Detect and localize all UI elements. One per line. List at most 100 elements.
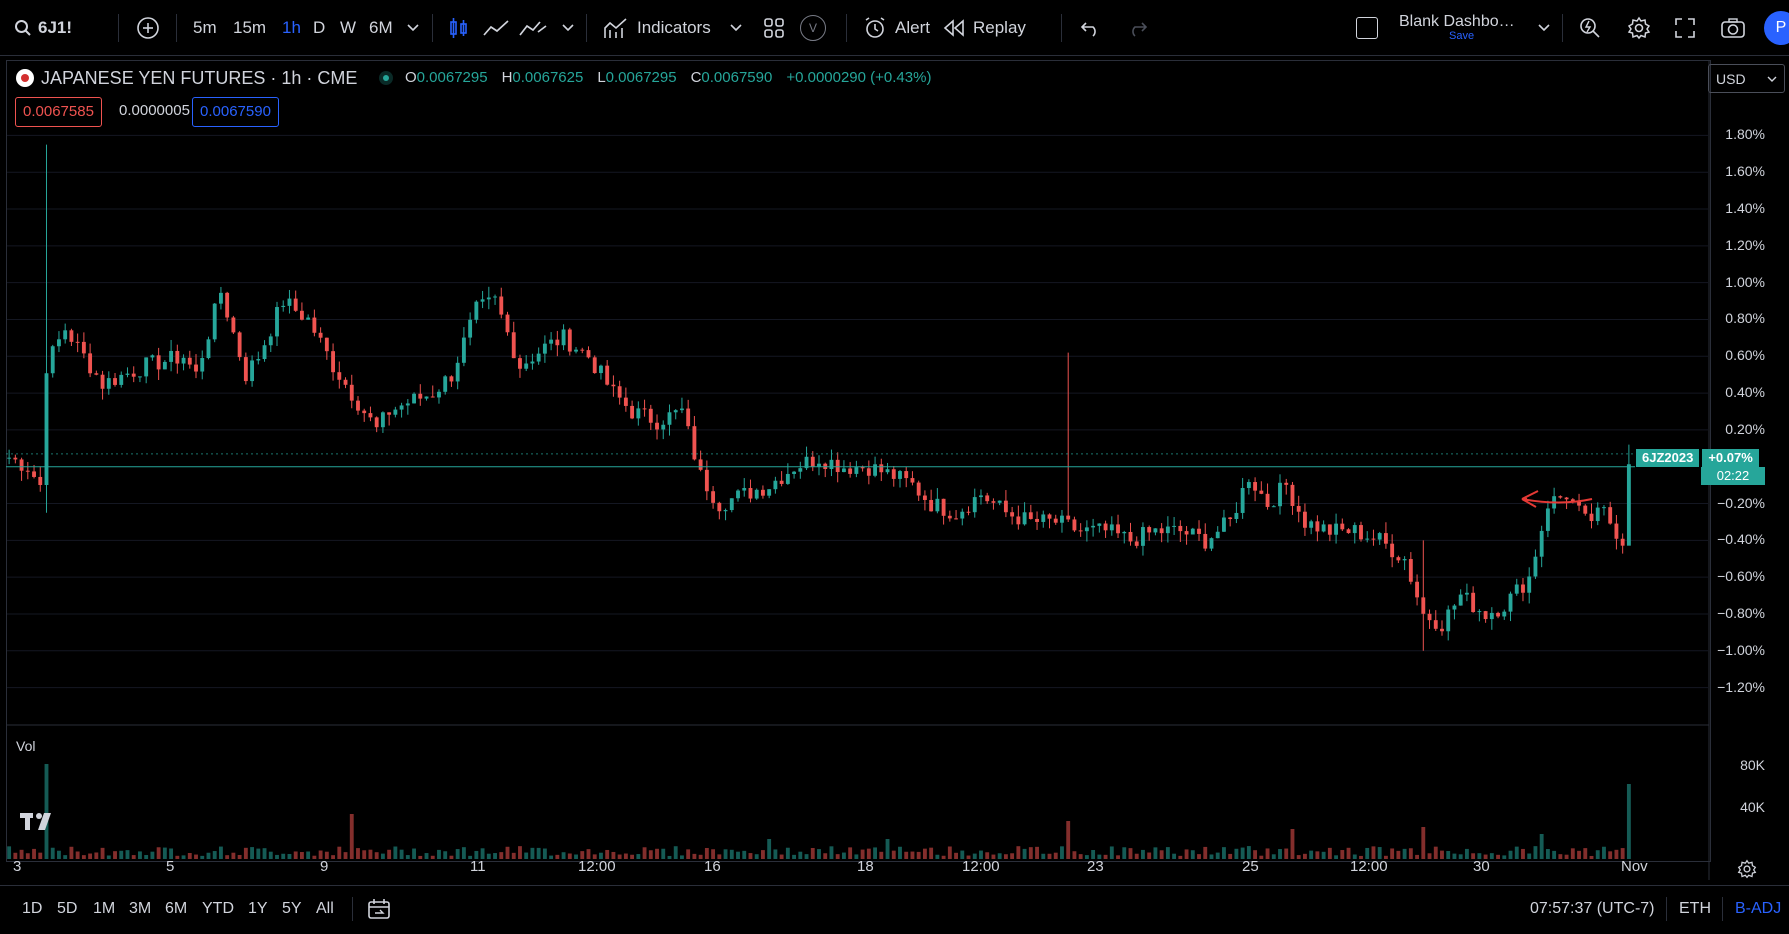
candle — [324, 337, 329, 352]
candle — [636, 408, 641, 419]
candle — [1452, 605, 1457, 610]
candle — [1109, 524, 1114, 531]
layout-checkbox[interactable] — [1356, 0, 1378, 55]
last-price-marker[interactable]: 6JZ2023 +0.07% — [1636, 449, 1759, 467]
japan-flag-icon — [16, 69, 34, 87]
dashboard-name-button[interactable]: Blank Dashbo… Save — [1399, 0, 1515, 55]
currency-select[interactable]: USD — [1708, 64, 1785, 93]
candle — [1265, 493, 1270, 507]
volume-bar — [81, 855, 86, 859]
symbol-title: JAPANESE YEN FUTURES · 1h · CME — [41, 67, 358, 88]
candle — [461, 337, 466, 363]
buy-price-button[interactable]: 0.0067590 — [192, 97, 279, 127]
red-arrow-annotation[interactable] — [1521, 490, 1593, 508]
volume-bar — [1608, 851, 1613, 859]
volume-label[interactable]: Vol — [16, 738, 36, 754]
replay-button[interactable]: Replay — [943, 0, 1026, 55]
candle — [1309, 521, 1314, 528]
candle — [1402, 559, 1407, 561]
range-1y[interactable]: 1Y — [248, 900, 268, 917]
range-1m[interactable]: 1M — [93, 900, 116, 917]
volume-bar — [1309, 850, 1314, 859]
undo-button[interactable] — [1080, 0, 1102, 55]
volume-bar — [387, 849, 392, 859]
candle — [63, 330, 68, 340]
interval-5m[interactable]: 5m — [193, 17, 217, 37]
chart-type-dropdown[interactable] — [562, 0, 574, 55]
interval-15m[interactable]: 15m — [233, 17, 267, 37]
candle — [1415, 581, 1420, 598]
range-3m[interactable]: 3M — [129, 900, 152, 917]
candle — [804, 456, 809, 469]
candle — [287, 298, 292, 306]
volume-bar — [1402, 848, 1407, 859]
volume-bar — [1172, 853, 1177, 859]
dashboard-dropdown[interactable] — [1538, 0, 1550, 55]
candles-type-button[interactable] — [448, 0, 470, 55]
range-5y[interactable]: 5Y — [282, 900, 302, 917]
compare-button[interactable] — [518, 0, 548, 55]
volume-bar — [1209, 854, 1214, 859]
candle — [75, 341, 80, 343]
layout-v-button[interactable]: V — [800, 0, 826, 55]
volume-bar — [38, 852, 43, 859]
add-symbol-button[interactable] — [136, 0, 160, 55]
volume-bar — [1496, 854, 1500, 859]
candle — [1589, 513, 1594, 522]
templates-button[interactable] — [763, 0, 785, 55]
indicators-dropdown[interactable] — [730, 0, 742, 55]
candle — [1066, 515, 1071, 520]
candle — [1359, 525, 1363, 540]
indicators-button[interactable]: Indicators — [604, 0, 711, 55]
chart-pane[interactable] — [6, 60, 1711, 862]
interval-w[interactable]: W — [340, 17, 357, 37]
countdown-label: 02:22 — [1701, 467, 1765, 485]
candle — [1614, 523, 1619, 539]
range-ytd[interactable]: YTD — [202, 900, 234, 917]
candle — [785, 473, 790, 484]
candle — [405, 403, 410, 406]
clock-display[interactable]: 07:57:37 (UTC-7) — [1530, 900, 1655, 917]
range-1d[interactable]: 1D — [22, 900, 43, 917]
interval-dropdown-button[interactable] — [407, 0, 419, 55]
volume-bar — [399, 849, 404, 859]
volume-bar — [792, 854, 797, 859]
sell-price-button[interactable]: 0.0067585 — [15, 97, 102, 127]
fullscreen-button[interactable] — [1674, 0, 1696, 55]
volume-bar — [13, 852, 18, 859]
profile-button[interactable]: P — [1764, 0, 1789, 55]
snapshot-button[interactable] — [1720, 0, 1746, 55]
symbol-legend[interactable]: JAPANESE YEN FUTURES · 1h · CME — [16, 67, 394, 89]
symbol-search[interactable]: 6J1! — [14, 0, 72, 55]
redo-button[interactable] — [1126, 0, 1148, 55]
candle — [592, 357, 597, 374]
volume-bar — [754, 854, 759, 859]
range-6m[interactable]: 6M — [165, 900, 188, 917]
quick-search-button[interactable] — [1578, 0, 1602, 55]
last-value-label: +0.07% — [1702, 449, 1759, 467]
time-label: 12:00 — [1350, 858, 1388, 875]
line-type-button[interactable] — [482, 0, 510, 55]
volume-bar — [954, 852, 958, 859]
alert-button[interactable]: Alert — [863, 0, 930, 55]
range-5d[interactable]: 5D — [57, 900, 78, 917]
candle — [312, 317, 317, 333]
volume-bar — [256, 848, 261, 859]
candle — [100, 374, 105, 389]
range-all[interactable]: All — [316, 900, 334, 917]
candle — [393, 409, 398, 415]
tradingview-logo[interactable] — [20, 811, 58, 836]
interval-d[interactable]: D — [313, 17, 326, 37]
go-to-date-button[interactable] — [366, 885, 392, 933]
chart-settings-button[interactable] — [1737, 859, 1757, 884]
adjustment-button[interactable]: B-ADJ — [1735, 900, 1782, 917]
volume-bar — [94, 852, 99, 859]
interval-1h[interactable]: 1h — [282, 17, 301, 37]
volume-bar — [1620, 848, 1625, 859]
session-button[interactable]: ETH — [1679, 900, 1711, 917]
interval-6m[interactable]: 6M — [369, 17, 393, 37]
rewind-icon — [943, 18, 964, 37]
settings-button[interactable] — [1627, 0, 1651, 55]
candle — [1602, 507, 1606, 509]
